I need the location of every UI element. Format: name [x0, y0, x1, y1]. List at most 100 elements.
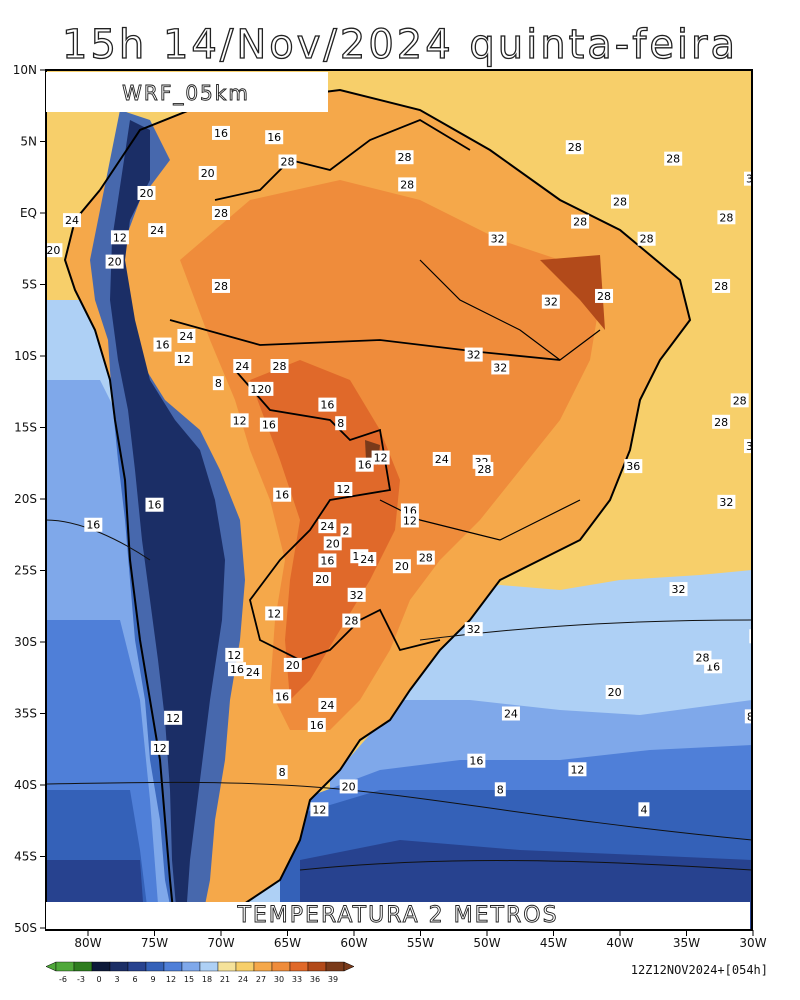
- contour-label-text: 32: [493, 361, 507, 374]
- contour-label: 120: [248, 381, 274, 396]
- contour-label-bg: [744, 709, 752, 724]
- contour-label-text: 28: [719, 211, 733, 224]
- contour-label: 20: [339, 779, 358, 794]
- contour-label-bg: [174, 351, 193, 366]
- contour-label-text: 32: [719, 496, 733, 509]
- colorbar-tick-label: 15: [184, 975, 194, 984]
- contour-label-text: 28: [281, 156, 295, 169]
- lat-label: 30S: [14, 635, 37, 649]
- contour-label-text: 16: [86, 519, 100, 532]
- contour-label-text: 32: [773, 224, 787, 237]
- contour-label-bg: [63, 213, 82, 228]
- contour-label-text: 16: [320, 399, 334, 412]
- contour-label-text: 28: [214, 207, 228, 220]
- contour-label-text: 28: [640, 233, 654, 246]
- contour-label: 16: [467, 753, 486, 768]
- contour-label-text: 28: [613, 196, 627, 209]
- contour-label-text: 32: [672, 583, 686, 596]
- contour-label-text: 28: [767, 586, 781, 599]
- contour-label-bg: [339, 779, 358, 794]
- contour-label: 36: [624, 459, 643, 474]
- contour-label-text: 28: [214, 280, 228, 293]
- contour-label-text: 32: [544, 296, 558, 309]
- contour-label-bg: [270, 359, 289, 374]
- contour-label-bg: [318, 697, 337, 712]
- contour-label-bg: [730, 393, 749, 408]
- lat-label: 20S: [14, 492, 37, 506]
- contour-label: 12: [225, 647, 244, 662]
- contour-label: 32: [347, 587, 366, 602]
- contour-label: 28: [693, 650, 712, 665]
- border-southern-cone: [234, 369, 441, 661]
- contour-label-bg: [233, 359, 252, 374]
- map-frame: [45, 69, 753, 931]
- lon-label: 65W: [274, 936, 301, 950]
- contour-label: 16: [145, 497, 164, 512]
- contour-label: 24: [148, 223, 167, 238]
- contour-label-bg: [398, 177, 417, 192]
- contour-label: 28: [212, 278, 230, 293]
- contour-label-bg: [771, 709, 789, 723]
- colorbar-low-arrow: [45, 961, 57, 972]
- contour-label: 28: [398, 177, 417, 192]
- contour-label-bg: [464, 347, 483, 362]
- contour-label: 28: [342, 613, 361, 628]
- contour-label: 28: [717, 210, 736, 225]
- contour-label-text: 16: [155, 339, 169, 352]
- colorbar-high-arrow: [343, 961, 355, 972]
- lon-label: 35W: [673, 936, 700, 950]
- contour-label: 16: [318, 553, 337, 568]
- contour-label-bg: [276, 765, 288, 780]
- contour-label: 28: [565, 140, 584, 155]
- contour-label-text: 12: [113, 231, 127, 244]
- lon-label: 50W: [473, 936, 500, 950]
- lon-label: 55W: [407, 936, 434, 950]
- contour-label-bg: [310, 802, 329, 817]
- contour-label-bg: [491, 360, 510, 375]
- lon-label: 45W: [540, 936, 567, 950]
- contour-label: 28: [730, 393, 749, 408]
- contour-label: 24: [63, 213, 82, 228]
- contour-label: 28: [611, 194, 629, 209]
- contour-label-text: 12: [166, 712, 180, 725]
- contour-label-bg: [371, 450, 390, 465]
- model-label: WRF_05km: [122, 81, 250, 105]
- border-amazon-north: [214, 118, 471, 201]
- contour-label-text: 20: [140, 187, 154, 200]
- contour-label-bg: [638, 802, 650, 817]
- contour-label: 20: [605, 685, 624, 700]
- contour-label-text: 12: [233, 414, 247, 427]
- contour-label-text: 28: [733, 394, 747, 407]
- isotherm-4: [299, 860, 752, 871]
- contour-label-text: 24: [320, 699, 334, 712]
- lat-label: EQ: [20, 206, 37, 220]
- isotherm-20: [419, 619, 752, 641]
- contour-label-text: 12: [403, 514, 417, 527]
- contour-label: 12: [568, 762, 587, 777]
- contour-label-bg: [395, 150, 414, 165]
- colorbar-segment: [325, 961, 345, 972]
- contour-label: 32: [717, 494, 736, 509]
- contour-label-bg: [318, 519, 337, 534]
- contour-label: 28: [771, 117, 789, 131]
- contour-label-bg: [664, 151, 683, 166]
- contour-label-text: 16: [469, 755, 483, 768]
- lon-label: 30W: [739, 936, 766, 950]
- lat-label: 25S: [14, 564, 37, 578]
- colorbar-tick-label: 21: [220, 975, 230, 984]
- contour-label-text: 8: [497, 783, 504, 796]
- contour-label: 28: [712, 278, 731, 293]
- colorbar-tick-label: 27: [256, 975, 266, 984]
- contour-label: 28: [664, 151, 683, 166]
- colorbar: -6 -3 0 3 6 9 12 15 18 21 24 27 30 33 36 39: [45, 961, 355, 984]
- contour-label-bg: [150, 740, 169, 755]
- lon-label: 60W: [340, 936, 367, 950]
- contour-label: 28: [416, 550, 435, 565]
- contour-label-bg: [307, 717, 326, 732]
- contour-label-bg: [334, 481, 353, 496]
- contour-label-text: 24: [235, 360, 249, 373]
- contour-label-bg: [611, 194, 629, 209]
- contour-label: 20: [283, 657, 302, 672]
- colorbar-segment: [91, 961, 111, 972]
- contour-label: 28: [571, 214, 590, 229]
